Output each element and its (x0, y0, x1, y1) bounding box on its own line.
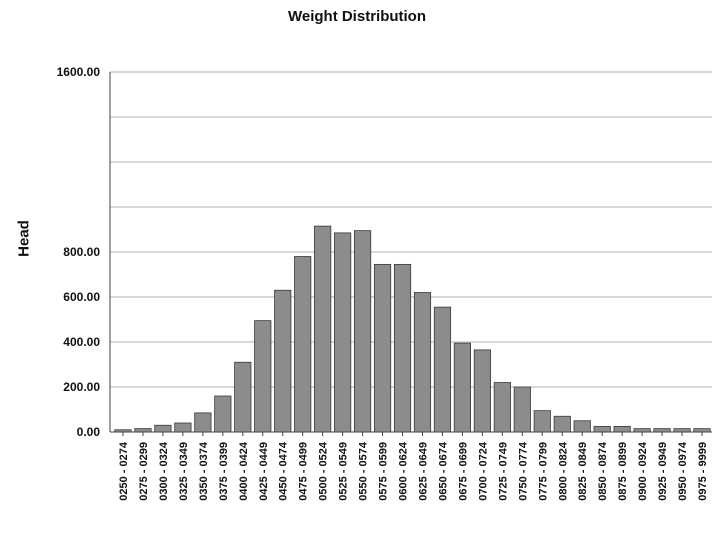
x-tick-label: 0825 - 0849 (577, 442, 589, 501)
y-tick-label: 1600.00 (57, 65, 101, 79)
x-tick-label: 0450 - 0474 (278, 441, 290, 501)
bar (353, 230, 372, 433)
bar (493, 382, 511, 433)
bar (413, 292, 432, 433)
bar (433, 306, 452, 433)
bar (593, 425, 611, 433)
bar (114, 429, 132, 433)
y-tick-label: 600.00 (63, 290, 100, 304)
x-tick-label: 0600 - 0624 (398, 441, 410, 501)
x-tick-label: 0925 - 0949 (657, 442, 669, 501)
bar (194, 412, 212, 433)
bar (573, 420, 591, 433)
y-tick-label: 0.00 (77, 425, 101, 439)
bar (274, 289, 292, 433)
bar (453, 342, 472, 433)
chart-title: Weight Distribution (287, 8, 427, 25)
bar (633, 428, 651, 433)
x-tick-label: 0425 - 0449 (258, 442, 270, 501)
x-tick-label: 0475 - 0499 (298, 442, 310, 501)
x-tick-label: 0675 - 0699 (457, 442, 469, 501)
x-tick-label: 0525 - 0549 (338, 442, 350, 501)
x-tick-label: 0300 - 0324 (158, 441, 170, 501)
x-tick-label: 0900 - 0924 (637, 441, 649, 501)
x-tick-label: 0775 - 0799 (537, 442, 549, 501)
x-tick-label: 0500 - 0524 (318, 441, 330, 501)
x-tick-label: 0650 - 0674 (437, 441, 449, 501)
x-tick-label: 0800 - 0824 (557, 441, 569, 501)
x-tick-label: 0275 - 0299 (138, 442, 150, 501)
bar (334, 232, 352, 433)
x-tick-label: 0350 - 0374 (198, 441, 210, 501)
y-tick-label: 800.00 (63, 245, 100, 259)
bar (513, 386, 531, 433)
bar (553, 415, 571, 433)
bar (473, 349, 491, 433)
bar (393, 263, 412, 433)
y-tick-label: 200.00 (63, 380, 100, 394)
x-tick-label: 0325 - 0349 (178, 442, 190, 501)
x-tick-label: 0550 - 0574 (358, 441, 370, 501)
bar (693, 428, 711, 433)
x-tick-label: 0875 - 0899 (617, 442, 629, 501)
bar (533, 410, 551, 433)
bar (134, 428, 152, 433)
bar (174, 422, 192, 433)
x-tick-label: 0575 - 0599 (378, 442, 390, 501)
x-tick-label: 0700 - 0724 (477, 441, 489, 501)
bar (673, 428, 691, 433)
x-tick-label: 0975 - 9999 (697, 442, 709, 501)
x-tick-label: 0625 - 0649 (417, 442, 429, 501)
x-tick-label: 0400 - 0424 (238, 441, 250, 501)
x-tick-label: 0850 - 0874 (597, 441, 609, 501)
x-tick-label: 0725 - 0749 (497, 442, 509, 501)
bar (214, 395, 232, 433)
bar (294, 256, 312, 433)
x-tick-label: 0375 - 0399 (218, 442, 230, 501)
bar (373, 263, 392, 433)
bar (234, 361, 252, 433)
bar (314, 225, 332, 433)
y-tick-label: 400.00 (63, 335, 100, 349)
bar (653, 428, 671, 433)
x-tick-label: 0950 - 0974 (677, 441, 689, 501)
x-tick-label: 0250 - 0274 (118, 441, 130, 501)
bar (154, 424, 172, 433)
bar (613, 425, 631, 433)
bar (254, 320, 272, 433)
x-tick-label: 0750 - 0774 (517, 441, 529, 501)
